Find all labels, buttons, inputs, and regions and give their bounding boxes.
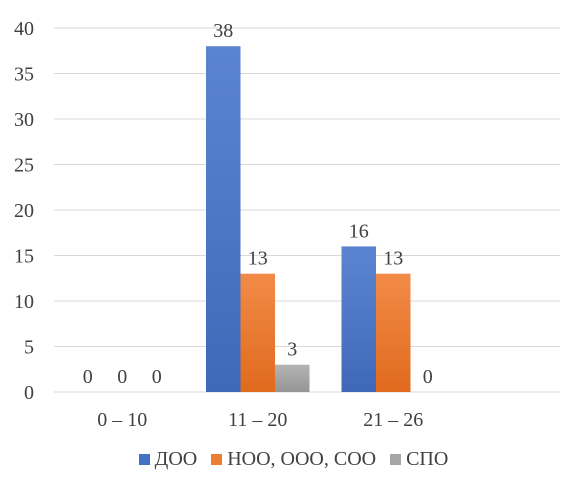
y-tick-label: 25 bbox=[14, 155, 34, 177]
bar bbox=[376, 273, 411, 392]
bars bbox=[206, 46, 411, 392]
data-labels: 0 0 0 38 13 3 16 13 0 bbox=[83, 20, 433, 388]
x-category-label: 21 – 26 bbox=[363, 409, 423, 431]
legend-item: НОО, ООО, СОО bbox=[211, 448, 376, 471]
data-label: 0 bbox=[423, 366, 433, 388]
legend-label: ДОО bbox=[154, 447, 198, 470]
data-label: 0 bbox=[117, 366, 127, 388]
bar bbox=[275, 364, 310, 392]
bar-chart: 0 5 10 15 20 25 30 35 40 0 0 0 38 13 3 16 13 0 0 – 10 11 … bbox=[14, 18, 560, 431]
y-tick-label: 30 bbox=[14, 109, 34, 131]
data-label: 0 bbox=[83, 366, 93, 388]
y-tick-label: 15 bbox=[14, 246, 34, 268]
data-label: 13 bbox=[383, 248, 403, 270]
x-category-label: 0 – 10 bbox=[97, 409, 147, 431]
legend-swatch bbox=[390, 453, 402, 465]
y-tick-label: 40 bbox=[14, 18, 34, 40]
legend-item: ДОО bbox=[138, 447, 198, 471]
legend: ДОО НОО, ООО, СОО СПО bbox=[0, 446, 587, 472]
legend-label: СПО bbox=[406, 447, 449, 470]
data-label: 0 bbox=[152, 366, 162, 388]
x-category-label: 11 – 20 bbox=[228, 409, 287, 431]
bar bbox=[341, 246, 376, 392]
data-label: 38 bbox=[213, 20, 233, 42]
x-axis: 0 – 10 11 – 20 21 – 26 bbox=[97, 409, 423, 431]
y-axis: 0 5 10 15 20 25 30 35 40 bbox=[14, 18, 34, 404]
legend-swatch bbox=[211, 453, 223, 465]
bar bbox=[206, 46, 241, 392]
y-tick-label: 0 bbox=[24, 382, 34, 404]
y-tick-label: 5 bbox=[24, 337, 34, 359]
y-tick-label: 35 bbox=[14, 64, 34, 86]
y-tick-label: 10 bbox=[14, 291, 34, 313]
legend-swatch bbox=[138, 453, 150, 465]
bar bbox=[240, 273, 275, 392]
data-label: 13 bbox=[248, 248, 268, 270]
y-tick-label: 20 bbox=[14, 200, 34, 222]
gridlines bbox=[54, 27, 560, 393]
data-label: 16 bbox=[349, 220, 369, 242]
legend-label: НОО, ООО, СОО bbox=[227, 447, 377, 470]
legend-item: СПО bbox=[390, 448, 448, 471]
data-label: 3 bbox=[287, 339, 297, 361]
